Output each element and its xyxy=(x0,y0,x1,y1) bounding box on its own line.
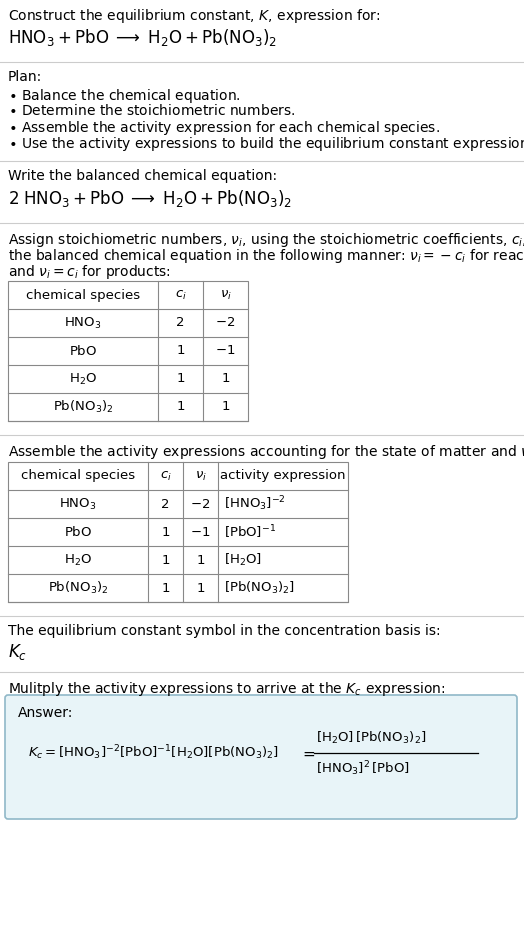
Text: $\bullet$ Determine the stoichiometric numbers.: $\bullet$ Determine the stoichiometric n… xyxy=(8,103,296,118)
Text: chemical species: chemical species xyxy=(26,288,140,301)
Text: $[\mathrm{H_2O}]$: $[\mathrm{H_2O}]$ xyxy=(224,552,262,568)
Text: Assemble the activity expressions accounting for the state of matter and $\nu_i$: Assemble the activity expressions accoun… xyxy=(8,443,524,461)
Text: $\mathrm{H_2O}$: $\mathrm{H_2O}$ xyxy=(64,553,92,568)
Text: The equilibrium constant symbol in the concentration basis is:: The equilibrium constant symbol in the c… xyxy=(8,624,441,638)
Text: $-1$: $-1$ xyxy=(190,526,211,538)
Text: $\mathrm{Pb(NO_3)_2}$: $\mathrm{Pb(NO_3)_2}$ xyxy=(53,399,113,415)
Text: Plan:: Plan: xyxy=(8,70,42,84)
Bar xyxy=(8,281,248,421)
Text: $\mathrm{PbO}$: $\mathrm{PbO}$ xyxy=(69,344,97,358)
Text: Write the balanced chemical equation:: Write the balanced chemical equation: xyxy=(8,169,277,183)
Text: $\mathrm{HNO_3}$: $\mathrm{HNO_3}$ xyxy=(59,496,97,512)
Text: $=$: $=$ xyxy=(300,746,316,761)
Text: $\mathrm{Pb(NO_3)_2}$: $\mathrm{Pb(NO_3)_2}$ xyxy=(48,580,108,596)
FancyBboxPatch shape xyxy=(5,695,517,819)
Text: $\mathrm{PbO}$: $\mathrm{PbO}$ xyxy=(64,525,92,539)
Text: $\mathrm{HNO_3 + PbO \;\longrightarrow\; H_2O + Pb(NO_3)_2}$: $\mathrm{HNO_3 + PbO \;\longrightarrow\;… xyxy=(8,27,277,48)
Text: 1: 1 xyxy=(176,344,185,358)
Text: 1: 1 xyxy=(221,400,230,414)
Text: $c_i$: $c_i$ xyxy=(160,470,171,482)
Bar xyxy=(8,462,348,602)
Text: $[\mathrm{Pb(NO_3)_2}]$: $[\mathrm{Pb(NO_3)_2}]$ xyxy=(224,580,295,596)
Text: 1: 1 xyxy=(176,373,185,385)
Text: 2: 2 xyxy=(161,497,170,511)
Text: the balanced chemical equation in the following manner: $\nu_i = -c_i$ for react: the balanced chemical equation in the fo… xyxy=(8,247,524,265)
Text: $\nu_i$: $\nu_i$ xyxy=(220,288,232,301)
Text: $K_c = [\mathrm{HNO_3}]^{-2} [\mathrm{PbO}]^{-1} [\mathrm{H_2O}] [\mathrm{Pb(NO_: $K_c = [\mathrm{HNO_3}]^{-2} [\mathrm{Pb… xyxy=(28,744,279,763)
Text: 2: 2 xyxy=(176,317,185,329)
Text: $[\mathrm{PbO}]^{-1}$: $[\mathrm{PbO}]^{-1}$ xyxy=(224,523,276,541)
Text: chemical species: chemical species xyxy=(21,470,135,482)
Text: 1: 1 xyxy=(161,581,170,594)
Text: $\mathrm{HNO_3}$: $\mathrm{HNO_3}$ xyxy=(64,316,102,331)
Text: 1: 1 xyxy=(161,553,170,567)
Text: $\mathrm{H_2O}$: $\mathrm{H_2O}$ xyxy=(69,372,97,386)
Text: Answer:: Answer: xyxy=(18,706,73,720)
Text: Mulitply the activity expressions to arrive at the $K_c$ expression:: Mulitply the activity expressions to arr… xyxy=(8,680,445,698)
Text: $\bullet$ Assemble the activity expression for each chemical species.: $\bullet$ Assemble the activity expressi… xyxy=(8,119,440,137)
Text: $c_i$: $c_i$ xyxy=(174,288,187,301)
Text: $\bullet$ Balance the chemical equation.: $\bullet$ Balance the chemical equation. xyxy=(8,87,241,105)
Text: $-1$: $-1$ xyxy=(215,344,236,358)
Text: $[\mathrm{HNO_3}]^2\,[\mathrm{PbO}]$: $[\mathrm{HNO_3}]^2\,[\mathrm{PbO}]$ xyxy=(316,760,410,778)
Text: 1: 1 xyxy=(176,400,185,414)
Text: 1: 1 xyxy=(221,373,230,385)
Text: $-2$: $-2$ xyxy=(215,317,236,329)
Text: $\bullet$ Use the activity expressions to build the equilibrium constant express: $\bullet$ Use the activity expressions t… xyxy=(8,135,524,153)
Text: and $\nu_i = c_i$ for products:: and $\nu_i = c_i$ for products: xyxy=(8,263,171,281)
Text: $\nu_i$: $\nu_i$ xyxy=(194,470,206,482)
Text: $\mathrm{2\;HNO_3 + PbO \;\longrightarrow\; H_2O + Pb(NO_3)_2}$: $\mathrm{2\;HNO_3 + PbO \;\longrightarro… xyxy=(8,188,292,209)
Text: Assign stoichiometric numbers, $\nu_i$, using the stoichiometric coefficients, $: Assign stoichiometric numbers, $\nu_i$, … xyxy=(8,231,524,249)
Text: Construct the equilibrium constant, $K$, expression for:: Construct the equilibrium constant, $K$,… xyxy=(8,7,380,25)
Text: $-2$: $-2$ xyxy=(190,497,211,511)
Text: $[\mathrm{HNO_3}]^{-2}$: $[\mathrm{HNO_3}]^{-2}$ xyxy=(224,495,286,514)
Text: $K_c$: $K_c$ xyxy=(8,642,27,662)
Text: $[\mathrm{H_2O}]\,[\mathrm{Pb(NO_3)_2}]$: $[\mathrm{H_2O}]\,[\mathrm{Pb(NO_3)_2}]$ xyxy=(316,730,427,746)
Text: 1: 1 xyxy=(196,553,205,567)
Text: 1: 1 xyxy=(161,526,170,538)
Text: 1: 1 xyxy=(196,581,205,594)
Text: activity expression: activity expression xyxy=(220,470,346,482)
